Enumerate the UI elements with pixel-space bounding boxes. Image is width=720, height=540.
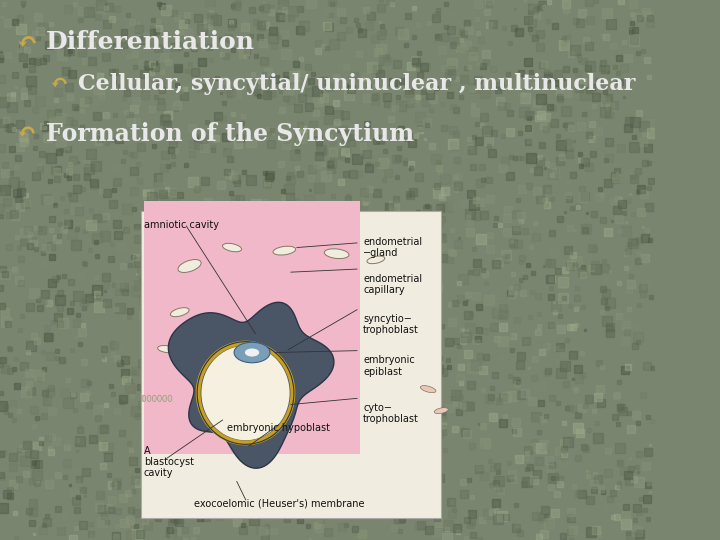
Text: capillary: capillary	[363, 285, 405, 295]
Ellipse shape	[273, 246, 296, 255]
Text: Cellular, syncytial/ uninuclear , multinuclear: Cellular, syncytial/ uninuclear , multin…	[78, 73, 636, 95]
Text: endometrial: endometrial	[363, 237, 422, 247]
Ellipse shape	[367, 256, 384, 264]
Bar	[144, 201, 360, 454]
Text: −gland: −gland	[363, 248, 398, 258]
Bar	[140, 211, 441, 518]
Text: endometrial: endometrial	[363, 274, 422, 284]
Ellipse shape	[142, 395, 145, 402]
Text: trophoblast: trophoblast	[363, 325, 419, 335]
Text: syncytio−: syncytio−	[363, 314, 412, 323]
Text: embryonic: embryonic	[363, 355, 415, 365]
Ellipse shape	[147, 395, 151, 402]
Text: Differentiation: Differentiation	[46, 30, 255, 53]
Text: blastocyst: blastocyst	[144, 457, 194, 467]
Text: trophoblast: trophoblast	[363, 414, 419, 424]
Text: A: A	[144, 446, 150, 456]
Ellipse shape	[434, 408, 449, 414]
Text: exocoelomic (Heuser's) membrane: exocoelomic (Heuser's) membrane	[194, 498, 364, 508]
Text: epiblast: epiblast	[363, 367, 402, 377]
Ellipse shape	[420, 386, 436, 393]
Ellipse shape	[202, 346, 289, 440]
Ellipse shape	[158, 346, 176, 353]
Text: cyto−: cyto−	[363, 403, 392, 413]
Ellipse shape	[178, 260, 201, 273]
Text: Formation of the Syncytium: Formation of the Syncytium	[46, 122, 414, 145]
Ellipse shape	[153, 395, 156, 402]
Ellipse shape	[222, 244, 242, 252]
Ellipse shape	[168, 395, 172, 402]
Text: ↶: ↶	[49, 73, 68, 95]
Ellipse shape	[234, 342, 270, 363]
Ellipse shape	[171, 308, 189, 316]
Text: ↶: ↶	[17, 30, 37, 53]
Ellipse shape	[245, 348, 259, 356]
Ellipse shape	[158, 395, 161, 402]
Polygon shape	[168, 302, 334, 468]
Text: cavity: cavity	[144, 468, 174, 477]
Text: embryonic hypoblast: embryonic hypoblast	[228, 423, 330, 433]
Ellipse shape	[163, 395, 167, 402]
Ellipse shape	[324, 249, 349, 259]
Text: ↶: ↶	[17, 122, 36, 145]
Text: amniotic cavity: amniotic cavity	[144, 220, 219, 230]
